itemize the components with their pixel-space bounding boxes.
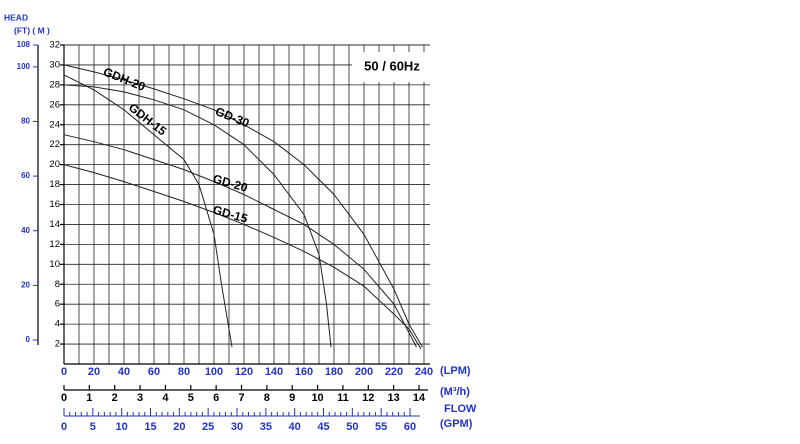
y2-tick-label: 80 [21,117,30,126]
x3-tick-label: 5 [90,421,96,433]
x3-tick-label: 20 [173,421,185,433]
y-tick-label: 28 [49,79,60,90]
x2-tick-label: 0 [61,392,67,404]
x3-axis-units: (GPM) [440,418,473,430]
x-tick-label: 0 [61,366,67,378]
x2-tick-label: 12 [362,392,374,404]
y-tick-label: 32 [49,40,60,51]
x3-tick-label: 60 [404,421,416,433]
x-tick-label: 40 [118,366,130,378]
y2-tick-label: 108 [17,40,31,49]
x2-tick-label: 1 [86,392,92,404]
y-tick-label: 8 [55,279,60,290]
y-tick-label: 12 [49,239,60,250]
x-tick-label: 200 [355,366,373,378]
y-tick-label: 30 [49,59,60,70]
x3-tick-label: 35 [260,421,272,433]
y2-tick-label: 40 [21,226,30,235]
x2-tick-label: 14 [413,392,426,404]
y-tick-label: 26 [49,99,60,110]
x2-tick-label: 11 [337,392,349,404]
x2-tick-label: 4 [162,392,169,404]
x3-tick-label: 30 [231,421,243,433]
x2-tick-label: 13 [388,392,400,404]
curve [63,134,417,348]
y-tick-label: 10 [49,259,60,270]
x3-tick-label: 25 [202,421,214,433]
y-tick-label: 6 [55,299,60,310]
x-tick-label: 80 [178,366,190,378]
x2-tick-label: 3 [137,392,143,404]
x-tick-label: 240 [415,366,433,378]
x2-tick-label: 10 [311,392,323,404]
y-tick-label: 24 [49,119,60,130]
y-tick-label: 4 [55,319,60,330]
y-axis-units: (FT) ( M ) [14,25,50,35]
x2-tick-label: 5 [188,392,194,404]
curve-label: GD-30 [213,104,251,130]
x2-tick-label: 6 [213,392,219,404]
title-box [352,52,432,82]
y-axis-title: HEAD [4,12,28,22]
x-tick-label: 100 [205,366,223,378]
x3-tick-label: 55 [375,421,387,433]
y-tick-label: 16 [49,199,60,210]
y-tick-label: 20 [49,159,60,170]
x3-tick-label: 10 [116,421,128,433]
x2-tick-label: 8 [264,392,270,404]
curve [63,164,422,350]
x-tick-label: 20 [88,366,100,378]
x-tick-label: 60 [148,366,160,378]
y2-tick-label: 0 [26,335,31,344]
y-tick-label: 2 [55,339,60,350]
curve-label: GDH-15 [126,100,170,138]
x-tick-label: 220 [385,366,403,378]
x-tick-label: 160 [295,366,313,378]
x-axis-units: (LPM) [440,365,471,377]
y-tick-label: 22 [49,139,60,150]
x-tick-label: 180 [325,366,343,378]
x2-tick-label: 2 [112,392,118,404]
x3-tick-label: 15 [144,421,156,433]
curve [63,74,233,348]
x2-axis-units: (M³/h) [440,386,470,398]
x2-tick-label: 7 [238,392,244,404]
x3-tick-label: 50 [346,421,358,433]
x3-tick-label: 45 [317,421,329,433]
curve [63,64,423,348]
x-tick-label: 120 [235,366,253,378]
curve [63,84,332,348]
y2-tick-label: 20 [21,280,30,289]
x2-tick-label: 9 [289,392,295,404]
x3-axis-title: FLOW [444,403,477,415]
y-tick-label: 14 [49,219,60,230]
chart-title: 50 / 60Hz [364,58,420,73]
x3-tick-label: 0 [61,421,67,433]
x-tick-label: 140 [265,366,283,378]
y2-tick-label: 100 [17,62,31,71]
y-tick-label: 18 [49,179,60,190]
x3-tick-label: 40 [289,421,301,433]
y2-tick-label: 60 [21,171,30,180]
